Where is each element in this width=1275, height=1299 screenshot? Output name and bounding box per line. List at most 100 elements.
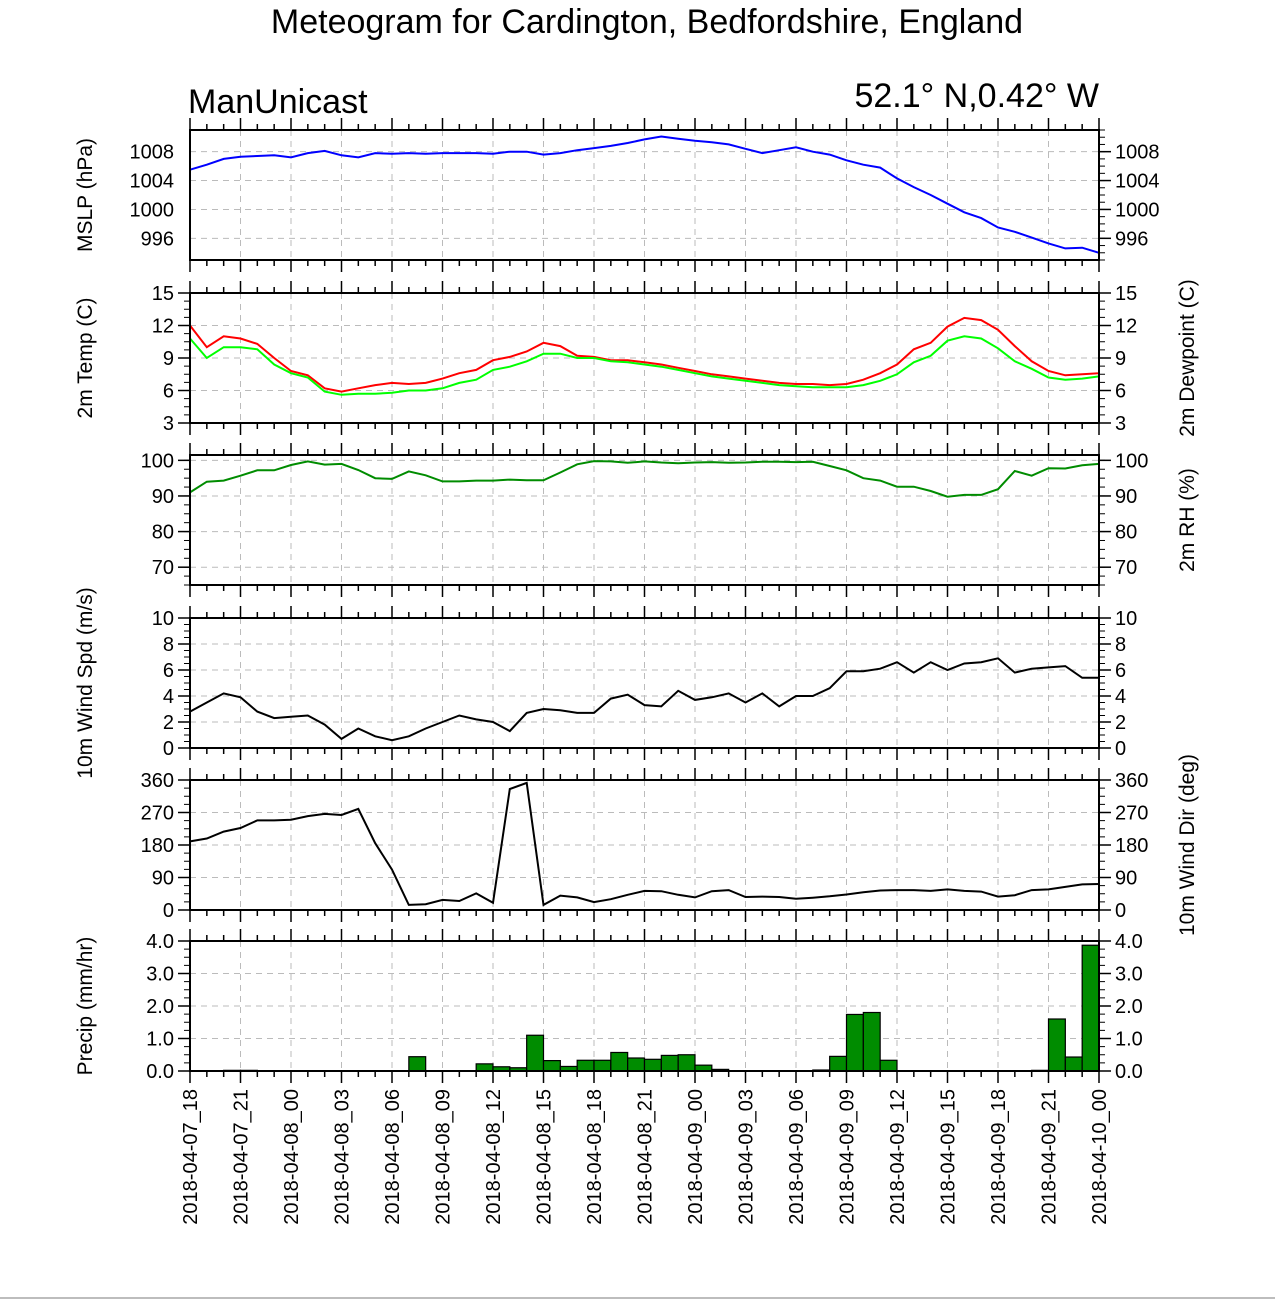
precip-bar: [643, 1058, 662, 1072]
y-tick-label-right: 70: [1115, 557, 1137, 579]
y-axis-label: MSLP (hPa): [74, 138, 97, 252]
x-tick-label: 2018-04-09_00: [685, 1089, 707, 1225]
y-tick-label: 9: [163, 348, 174, 370]
panel-5: 0.0 0.0 1.0 1.0 2.0 2.0 3.0 3.0 4.0 4.0 Precip (mm…: [74, 929, 1143, 1083]
chart-title: Meteogram for Cardington, Bedfordshire, …: [271, 3, 1023, 41]
y-tick-label-right: 3: [1115, 413, 1126, 435]
y-tick-label-right: 1004: [1115, 171, 1160, 193]
y-tick-label: 3: [163, 413, 174, 435]
x-tick-label: 2018-04-09_18: [988, 1089, 1010, 1225]
x-tick-label: 2018-04-08_18: [584, 1089, 606, 1225]
y-tick-label-right: 90: [1115, 868, 1137, 890]
precip-bar: [526, 1034, 545, 1072]
y-tick-label: 80: [152, 522, 174, 544]
temperature-line: [189, 316, 1100, 393]
x-tick-label: 2018-04-08_03: [332, 1089, 354, 1225]
y-tick-label: 15: [152, 283, 174, 305]
panel-2: 70 70 80 80 90 90 100 100 2m RH (%): [141, 443, 1199, 597]
precip-bar: [610, 1051, 629, 1072]
precip-bar: [829, 1055, 848, 1072]
y-axis-label-right: 2m Dewpoint (C): [1176, 279, 1199, 437]
y-tick-label: 70: [152, 557, 174, 579]
model-label: ManUnicast: [188, 83, 368, 121]
y-tick-label-right: 1008: [1115, 142, 1160, 164]
y-axis-label: 10m Wind Spd (m/s): [74, 587, 97, 778]
y-tick-label-right: 360: [1115, 770, 1148, 792]
x-tick-label: 2018-04-08_15: [534, 1089, 556, 1225]
y-tick-label-right: 6: [1115, 381, 1126, 403]
y-tick-label: 90: [152, 868, 174, 890]
y-tick-label: 0: [163, 900, 174, 922]
y-tick-label-right: 0: [1115, 900, 1126, 922]
x-tick-label: 2018-04-09_12: [887, 1089, 909, 1225]
y-tick-label: 90: [152, 486, 174, 508]
rh-line: [189, 460, 1100, 498]
precip-bar: [1047, 1018, 1066, 1072]
y-tick-label: 360: [141, 770, 174, 792]
y-tick-label-right: 3.0: [1115, 964, 1143, 986]
y-axis-label-right: 2m RH (%): [1176, 468, 1199, 572]
x-tick-label: 2018-04-08_00: [281, 1089, 303, 1225]
y-tick-label: 3.0: [146, 964, 174, 986]
bottom-rule: [0, 1297, 1275, 1299]
y-tick-label-right: 90: [1115, 486, 1137, 508]
x-tick-label: 2018-04-08_09: [433, 1089, 455, 1225]
y-tick-label: 996: [141, 228, 174, 250]
y-tick-label-right: 4: [1115, 686, 1126, 708]
y-tick-label: 6: [163, 660, 174, 682]
y-tick-label-right: 180: [1115, 835, 1148, 857]
y-tick-label: 1004: [130, 171, 175, 193]
y-tick-label: 180: [141, 835, 174, 857]
panel-1: 3 3 6 6 9 9 12 12 15 15 2m Temp (C) 2m Dewpoint (C): [74, 279, 1199, 437]
precip-bar: [475, 1063, 494, 1072]
precip-bar: [879, 1059, 898, 1072]
precip-bar: [408, 1056, 427, 1072]
precip-bar: [576, 1059, 595, 1072]
panel-0: 996 996 1000 1000 1004 1004 1008 1008 MSLP (hPa): [74, 118, 1160, 272]
y-axis-label: 2m Temp (C): [74, 298, 97, 419]
y-tick-label-right: 2: [1115, 712, 1126, 734]
wind_direction-line: [189, 781, 1100, 907]
y-axis-label-right: 10m Wind Dir (deg): [1176, 754, 1199, 936]
x-tick-label: 2018-04-08_12: [483, 1089, 505, 1225]
x-tick-label: 2018-04-09_06: [786, 1089, 808, 1225]
y-tick-label-right: 4.0: [1115, 931, 1143, 953]
precip-bar: [627, 1057, 646, 1072]
y-tick-label: 270: [141, 803, 174, 825]
y-tick-label-right: 2.0: [1115, 996, 1143, 1018]
y-tick-label: 12: [152, 316, 174, 338]
y-tick-label-right: 1000: [1115, 199, 1160, 221]
x-tick-label: 2018-04-07_21: [231, 1089, 253, 1225]
x-tick-label: 2018-04-08_06: [382, 1089, 404, 1225]
y-tick-label-right: 270: [1115, 803, 1148, 825]
x-tick-label: 2018-04-07_18: [180, 1089, 202, 1225]
y-tick-label: 1000: [130, 199, 175, 221]
y-tick-label-right: 100: [1115, 450, 1148, 472]
x-tick-label: 2018-04-09_03: [736, 1089, 758, 1225]
y-tick-label: 2.0: [146, 996, 174, 1018]
x-tick-label: 2018-04-09_21: [1039, 1089, 1061, 1225]
precip-bar: [593, 1059, 612, 1072]
y-tick-label-right: 9: [1115, 348, 1126, 370]
y-tick-label-right: 15: [1115, 283, 1137, 305]
precip-bar: [1081, 944, 1100, 1072]
y-tick-label-right: 6: [1115, 660, 1126, 682]
precip-bar: [677, 1054, 696, 1072]
y-tick-label: 8: [163, 634, 174, 656]
y-tick-label: 6: [163, 381, 174, 403]
x-tick-label: 2018-04-09_09: [837, 1089, 859, 1225]
y-tick-label: 4: [163, 686, 174, 708]
y-tick-label: 0.0: [146, 1061, 174, 1083]
y-axis-label: Precip (mm/hr): [74, 937, 97, 1076]
y-tick-label: 4.0: [146, 931, 174, 953]
precip-bar: [862, 1011, 881, 1072]
y-tick-label: 2: [163, 712, 174, 734]
y-tick-label-right: 996: [1115, 228, 1148, 250]
x-tick-label: 2018-04-09_15: [938, 1089, 960, 1225]
mslp-line: [189, 135, 1100, 254]
y-tick-label-right: 8: [1115, 634, 1126, 656]
y-tick-label: 1008: [130, 142, 175, 164]
precip-bar: [660, 1054, 679, 1072]
